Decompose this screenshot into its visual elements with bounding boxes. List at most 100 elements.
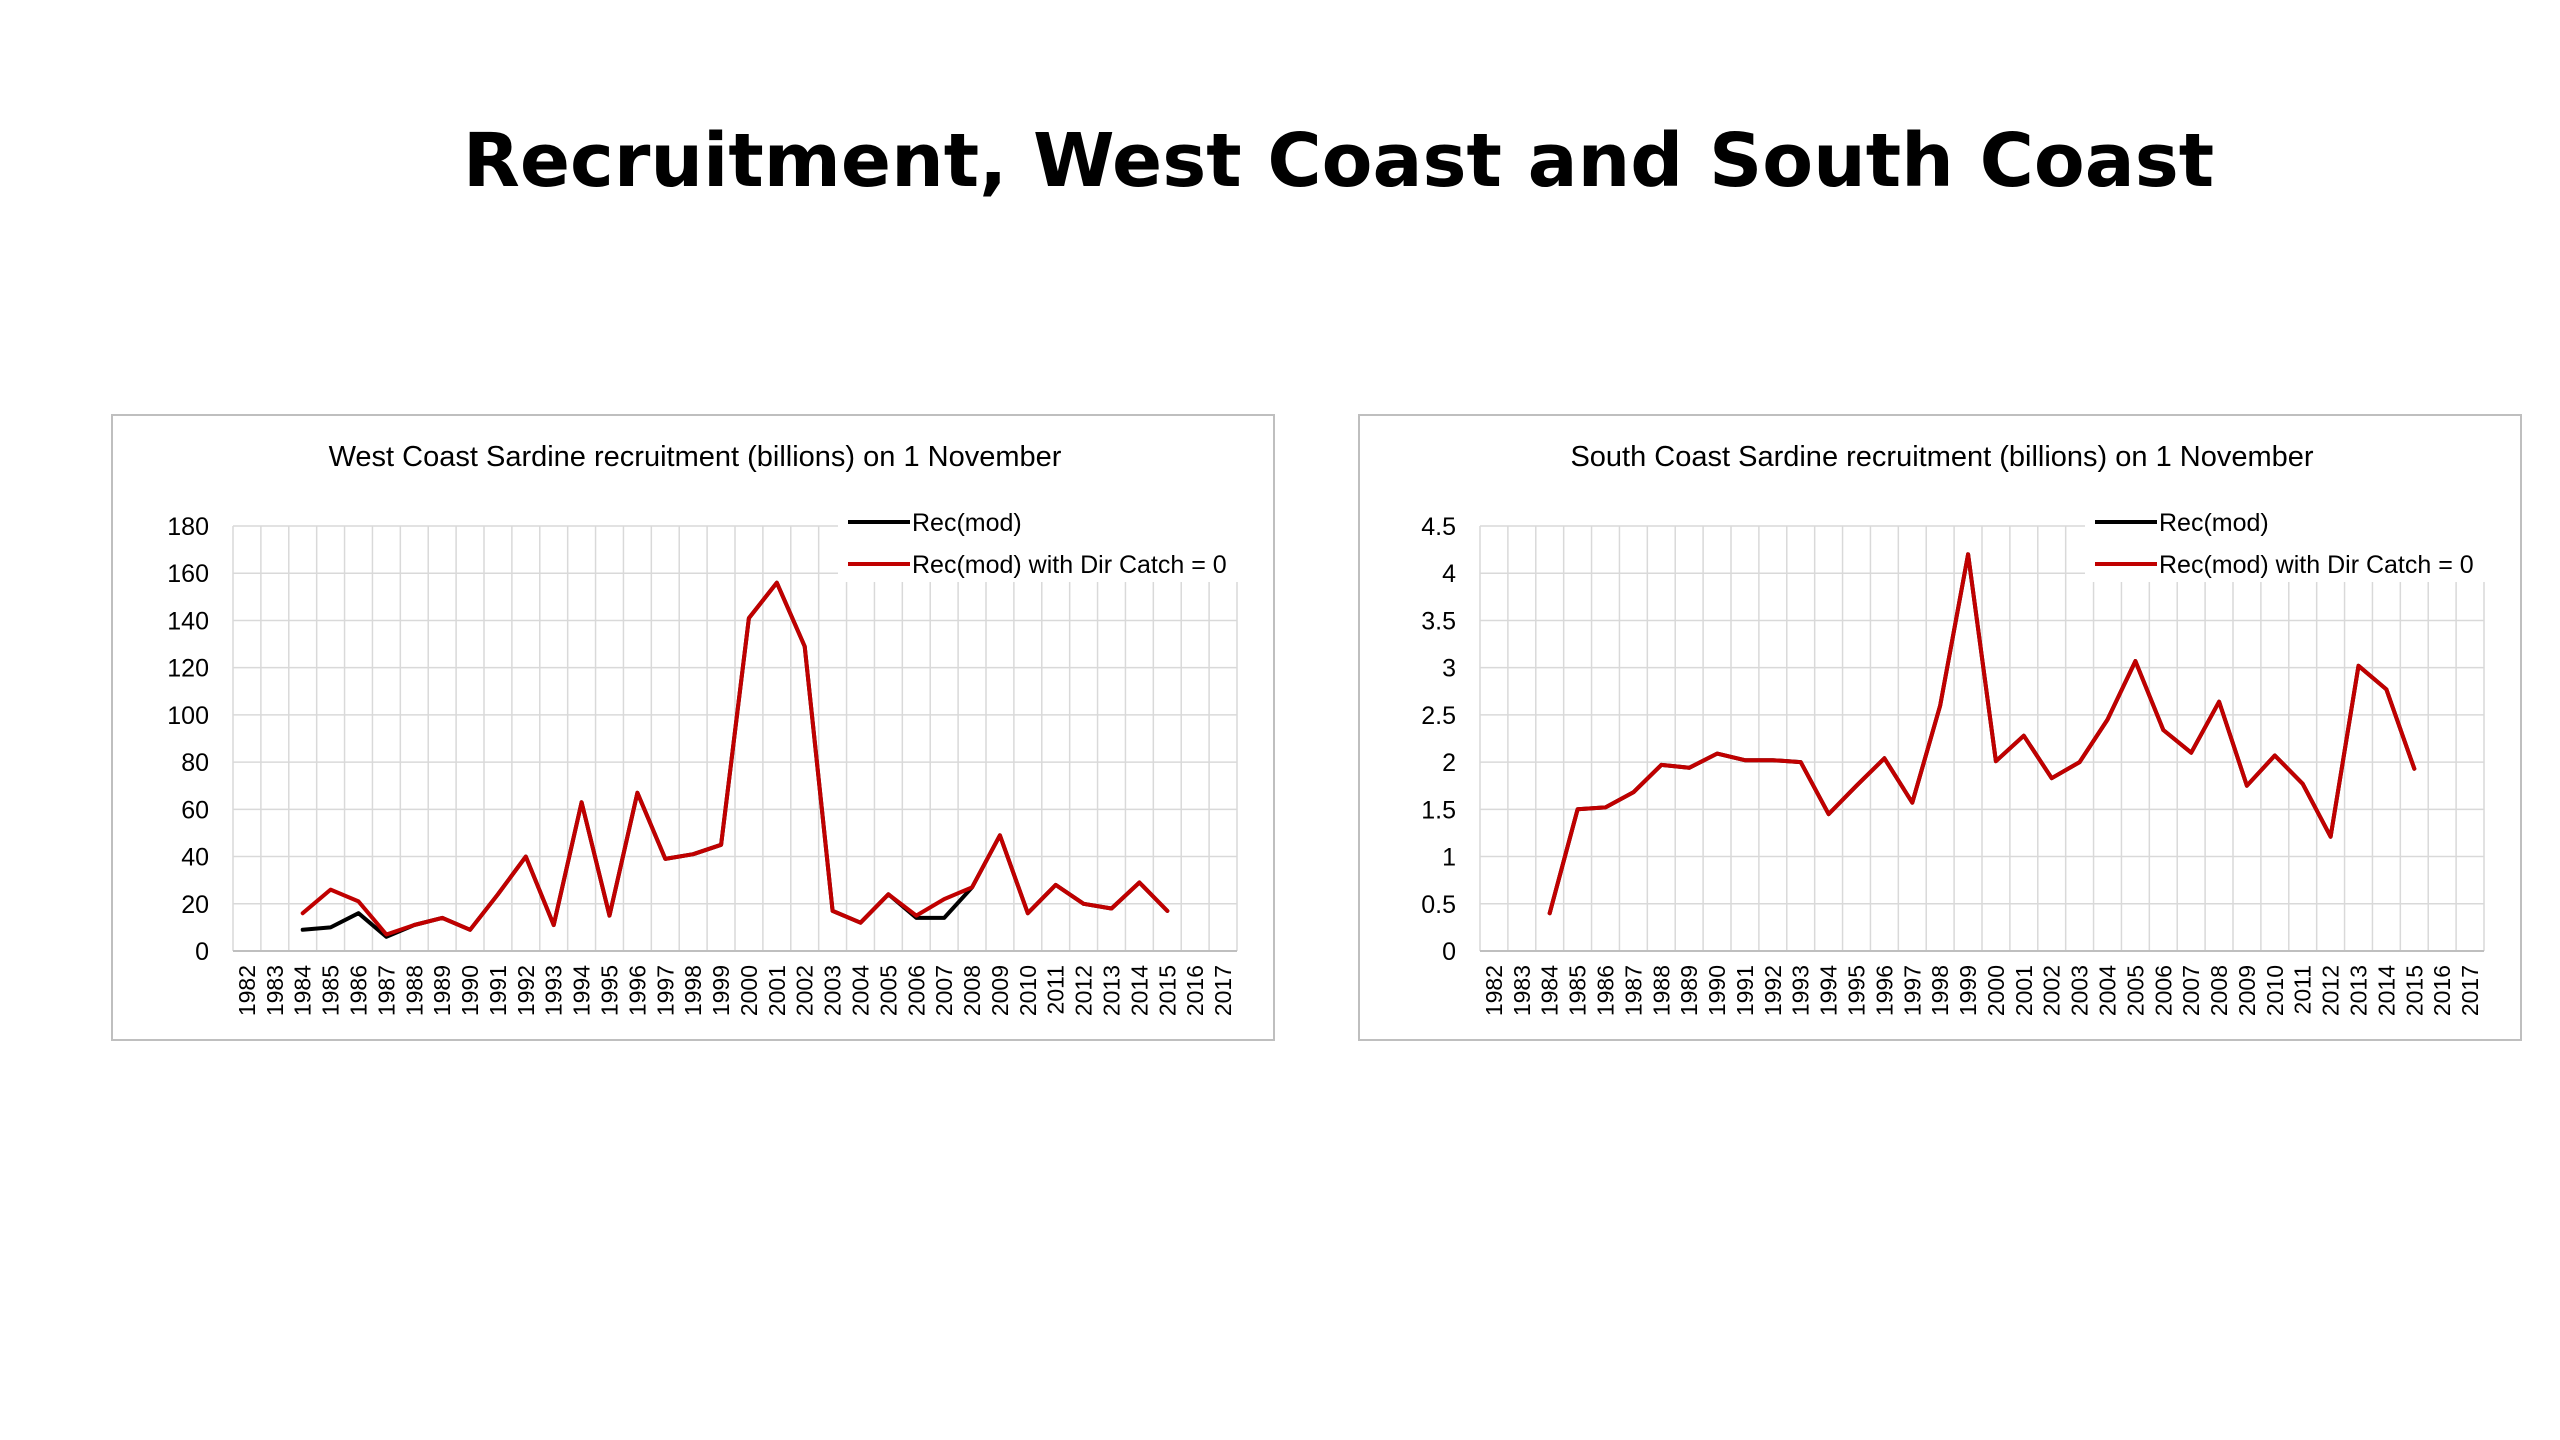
south-x-tick-label: 1990 (1704, 965, 1730, 1016)
west-x-tick-label: 2002 (792, 965, 818, 1016)
west-legend-label-0: Rec(mod) (912, 509, 1022, 537)
south-x-tick-label: 2003 (2067, 965, 2093, 1016)
west-x-tick-label: 1995 (597, 965, 623, 1016)
south-y-tick-label: 2 (1442, 749, 1456, 777)
south-x-tick-label: 1988 (1648, 965, 1674, 1016)
south-x-tick-label: 1989 (1676, 965, 1702, 1016)
south-x-tick-label: 2005 (2122, 965, 2148, 1016)
south-x-tick-label: 1997 (1899, 965, 1925, 1016)
west-x-tick-label: 2001 (764, 965, 790, 1016)
south-y-tick-label: 3 (1442, 655, 1456, 683)
west-x-tick-label: 2009 (987, 965, 1013, 1016)
south-x-tick-label: 2008 (2206, 965, 2232, 1016)
south-x-tick-label: 1983 (1509, 965, 1535, 1016)
west-y-tick-label: 100 (167, 702, 209, 730)
south-x-tick-label: 1999 (1955, 965, 1981, 1016)
west-x-tick-label: 2000 (736, 965, 762, 1016)
south-x-tick-label: 2004 (2095, 965, 2121, 1016)
west-y-tick-label: 20 (181, 891, 209, 919)
south-x-tick-label: 1996 (1871, 965, 1897, 1016)
west-x-tick-label: 1994 (569, 965, 595, 1016)
south-x-tick-label: 1984 (1537, 965, 1563, 1016)
south-legend-box (2085, 494, 2510, 582)
west-x-tick-label: 2008 (959, 965, 985, 1016)
west-x-tick-label: 1984 (290, 965, 316, 1016)
south-x-tick-label: 2012 (2318, 965, 2344, 1016)
west-x-tick-label: 1998 (680, 965, 706, 1016)
south-x-tick-label: 1994 (1816, 965, 1842, 1016)
south-x-tick-label: 1982 (1481, 965, 1507, 1016)
south-coast-chart-svg: South Coast Sardine recruitment (billion… (1421, 441, 2510, 1016)
west-x-tick-label: 1985 (318, 965, 344, 1016)
west-y-tick-label: 60 (181, 796, 209, 824)
west-y-tick-label: 80 (181, 749, 209, 777)
west-y-tick-label: 0 (195, 938, 209, 966)
west-y-tick-label: 180 (167, 513, 209, 541)
west-x-tick-label: 2016 (1182, 965, 1208, 1016)
south-y-tick-label: 2.5 (1421, 702, 1456, 730)
west-x-tick-label: 1988 (401, 965, 427, 1016)
south-x-tick-label: 2013 (2346, 965, 2372, 1016)
west-x-tick-label: 1992 (513, 965, 539, 1016)
west-legend-label-1: Rec(mod) with Dir Catch = 0 (912, 551, 1227, 579)
south-x-tick-label: 2007 (2178, 965, 2204, 1016)
west-x-tick-label: 2010 (1015, 965, 1041, 1016)
west-x-tick-label: 2015 (1154, 965, 1180, 1016)
west-x-tick-label: 2013 (1099, 965, 1125, 1016)
west-x-tick-label: 2003 (820, 965, 846, 1016)
west-series-line-1 (300, 580, 1170, 937)
west-x-tick-label: 2004 (848, 965, 874, 1016)
west-x-tick-label: 1991 (485, 965, 511, 1016)
south-x-tick-label: 1985 (1565, 965, 1591, 1016)
west-x-tick-label: 1986 (346, 965, 372, 1016)
west-x-tick-label: 2005 (875, 965, 901, 1016)
south-y-tick-label: 1 (1442, 844, 1456, 872)
south-legend-label-1: Rec(mod) with Dir Catch = 0 (2159, 551, 2474, 579)
west-y-tick-label: 140 (167, 607, 209, 635)
south-x-tick-label: 2017 (2457, 965, 2483, 1016)
south-x-tick-label: 1998 (1927, 965, 1953, 1016)
west-x-tick-label: 2012 (1071, 965, 1097, 1016)
south-x-tick-label: 2002 (2039, 965, 2065, 1016)
west-x-tick-label: 1982 (234, 965, 260, 1016)
west-x-tick-label: 1993 (541, 965, 567, 1016)
south-x-tick-label: 2014 (2373, 965, 2399, 1016)
west-y-tick-label: 160 (167, 560, 209, 588)
west-x-tick-label: 2014 (1126, 965, 1152, 1016)
south-x-tick-label: 2010 (2262, 965, 2288, 1016)
south-y-tick-label: 0.5 (1421, 891, 1456, 919)
west-x-tick-label: 1999 (708, 965, 734, 1016)
west-x-tick-label: 2007 (931, 965, 957, 1016)
south-x-tick-label: 1991 (1732, 965, 1758, 1016)
south-y-tick-label: 3.5 (1421, 607, 1456, 635)
west-coast-chart: West Coast Sardine recruitment (billions… (111, 414, 1275, 1041)
south-y-tick-label: 0 (1442, 938, 1456, 966)
west-chart-title: West Coast Sardine recruitment (billions… (329, 441, 1062, 473)
west-x-tick-label: 1989 (429, 965, 455, 1016)
south-x-tick-label: 1993 (1788, 965, 1814, 1016)
south-x-tick-label: 2016 (2429, 965, 2455, 1016)
west-x-tick-label: 1996 (624, 965, 650, 1016)
west-x-tick-label: 2011 (1043, 965, 1069, 1014)
south-y-tick-label: 4 (1442, 560, 1456, 588)
south-y-tick-label: 4.5 (1421, 513, 1456, 541)
south-x-tick-label: 2001 (2011, 965, 2037, 1016)
south-x-tick-label: 1986 (1593, 965, 1619, 1016)
south-x-tick-label: 2011 (2290, 965, 2316, 1014)
south-series-line-1 (1547, 552, 2417, 916)
west-x-tick-label: 1987 (373, 965, 399, 1016)
south-x-tick-label: 1992 (1760, 965, 1786, 1016)
south-chart-title: South Coast Sardine recruitment (billion… (1570, 441, 2313, 473)
south-legend-label-0: Rec(mod) (2159, 509, 2269, 537)
west-x-tick-label: 2017 (1210, 965, 1236, 1016)
west-x-tick-label: 1997 (652, 965, 678, 1016)
south-y-tick-label: 1.5 (1421, 796, 1456, 824)
south-x-tick-label: 1995 (1844, 965, 1870, 1016)
west-y-tick-label: 40 (181, 844, 209, 872)
slide-title: Recruitment, West Coast and South Coast (462, 118, 2215, 204)
south-coast-chart: South Coast Sardine recruitment (billion… (1358, 414, 2522, 1041)
west-x-tick-label: 1990 (457, 965, 483, 1016)
south-x-tick-label: 2015 (2401, 965, 2427, 1016)
south-x-tick-label: 2000 (1983, 965, 2009, 1016)
south-x-tick-label: 1987 (1620, 965, 1646, 1016)
